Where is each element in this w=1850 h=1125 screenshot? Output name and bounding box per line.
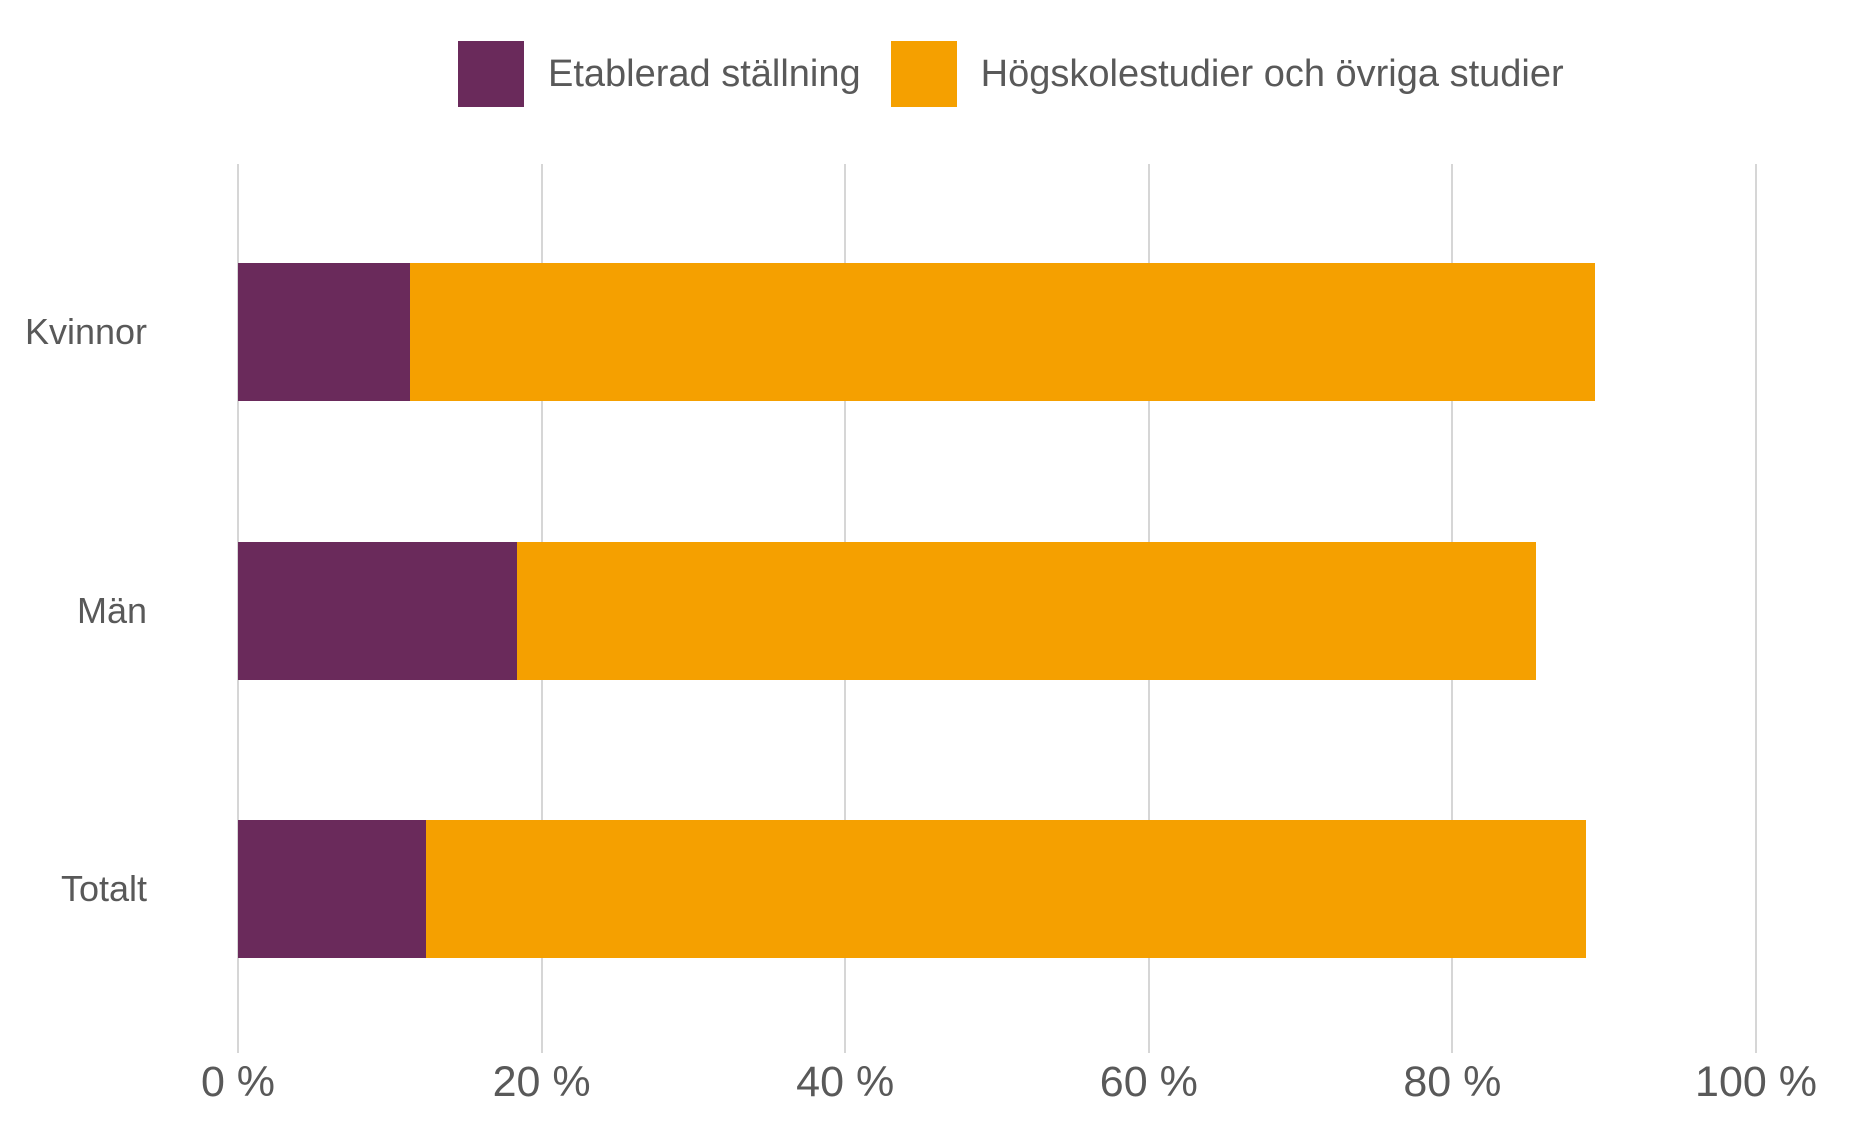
bar-segment [409,263,1596,401]
legend-swatch-icon [458,41,524,107]
x-tick-label: 80 % [1403,1058,1502,1106]
category-label: Män [76,589,147,631]
gridline [1755,164,1757,1053]
bar-segment [238,263,410,401]
category-label: Totalt [60,868,147,909]
x-tick-label: 100 % [1695,1058,1817,1106]
legend-label: Etablerad ställning [548,52,861,95]
x-tick-label: 0 % [200,1058,276,1106]
legend-label: Högskolestudier och övriga studier [980,52,1564,95]
bar-segment [426,820,1586,958]
legend-item: Etablerad ställning [458,41,861,107]
bar-segment [238,541,518,680]
legend: Etablerad ställning Högskolestudier och ö… [458,41,1564,107]
legend-swatch-icon [890,41,957,107]
bar-segment [517,541,1536,680]
legend-item: Högskolestudier och övriga studier [890,41,1564,107]
x-tick-label: 20 % [492,1058,591,1106]
plot-area [237,164,1757,1053]
x-tick-label: 40 % [796,1058,895,1106]
bar-row-totalt [238,820,1586,958]
bar-row-kvinnor [238,263,1596,401]
bar-row-m-n [238,541,1536,680]
category-label: Kvinnor [24,311,147,352]
x-tick-label: 60 % [1099,1058,1198,1106]
bar-segment [238,820,427,958]
